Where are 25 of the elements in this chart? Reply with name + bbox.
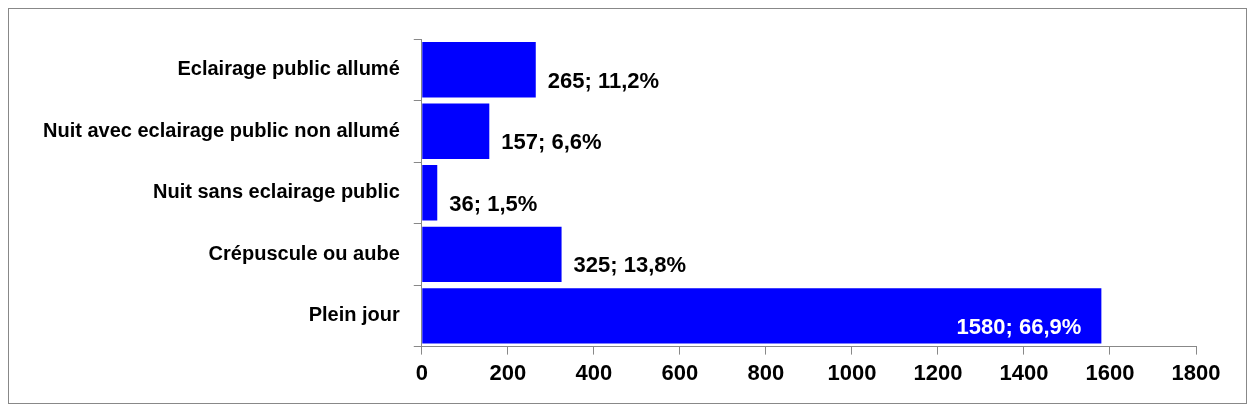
y-tick-label: Eclairage public allumé — [177, 57, 400, 80]
y-tick-label: Nuit sans eclairage public — [153, 180, 400, 203]
x-tick-label: 0 — [415, 359, 428, 385]
x-tick-label: 1400 — [999, 359, 1049, 385]
data-label: 1580; 66,9% — [956, 313, 1082, 339]
data-label: 36; 1,5% — [449, 190, 538, 216]
y-tick-label: Plein jour — [308, 303, 400, 326]
y-tick-label: Crépuscule ou aube — [208, 241, 400, 264]
bar — [422, 226, 562, 282]
x-tick-label: 1600 — [1085, 359, 1135, 385]
bar — [422, 103, 490, 159]
x-tick-label: 600 — [661, 359, 699, 385]
data-label: 325; 13,8% — [573, 252, 687, 278]
data-label: 157; 6,6% — [501, 129, 602, 155]
data-label: 265; 11,2% — [547, 67, 660, 93]
bar — [422, 165, 438, 221]
x-tick-label: 200 — [489, 359, 527, 385]
y-tick-label: Nuit avec eclairage public non allumé — [43, 118, 400, 141]
x-tick-label: 800 — [747, 359, 785, 385]
bar — [422, 288, 1102, 344]
x-tick-label: 1800 — [1171, 359, 1221, 385]
x-tick-label: 1200 — [913, 359, 963, 385]
bar — [422, 42, 536, 98]
x-tick-label: 1000 — [827, 359, 877, 385]
x-tick-label: 400 — [575, 359, 613, 385]
